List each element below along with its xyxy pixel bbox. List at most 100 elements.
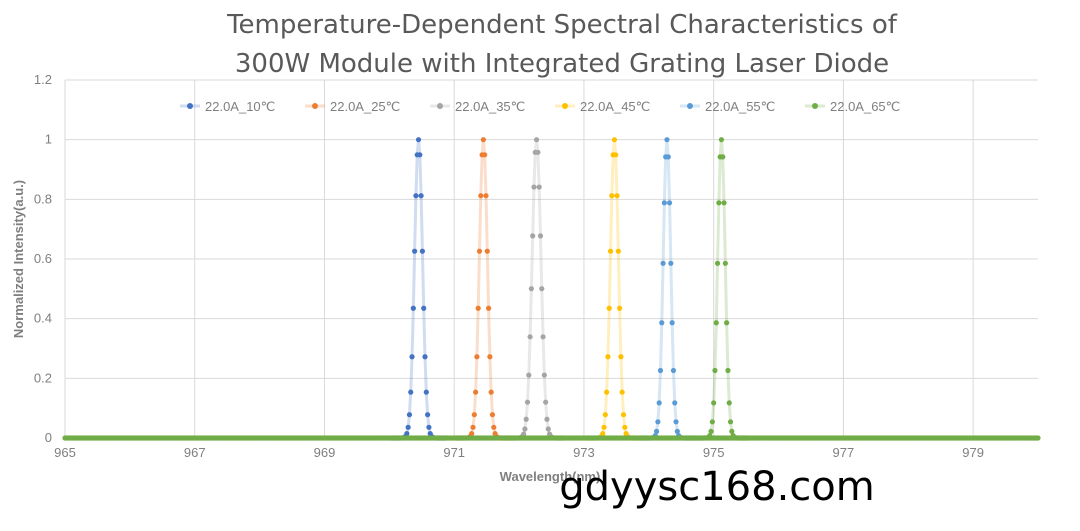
series-line <box>694 139 749 440</box>
data-point <box>614 193 620 199</box>
data-point <box>718 137 725 143</box>
data-point <box>418 193 424 199</box>
data-point <box>425 412 431 418</box>
x-tick-label: 979 <box>962 445 984 460</box>
data-point <box>530 233 536 239</box>
series-4 <box>584 137 645 441</box>
chart-title: Temperature-Dependent Spectral Character… <box>226 10 898 79</box>
series-line <box>587 139 642 440</box>
data-point <box>536 184 542 190</box>
y-tick-label: 1 <box>45 132 52 147</box>
data-point <box>617 305 623 311</box>
series-2 <box>453 137 514 441</box>
data-point <box>727 419 734 425</box>
data-point <box>722 260 728 266</box>
data-point <box>726 400 732 406</box>
legend-label: 22.0A_10℃ <box>205 99 275 114</box>
data-point <box>622 424 628 430</box>
data-point <box>475 305 481 311</box>
baseline-point <box>1035 435 1041 441</box>
legend-marker <box>562 103 568 109</box>
data-point <box>470 424 476 430</box>
data-point <box>673 419 679 425</box>
x-tick-label: 971 <box>443 445 465 460</box>
data-point <box>602 412 608 418</box>
data-point <box>725 367 731 374</box>
data-point <box>485 305 492 311</box>
data-point <box>601 424 607 430</box>
data-point <box>657 367 664 374</box>
data-point <box>604 389 610 395</box>
plot-series <box>62 137 1041 441</box>
data-point <box>605 354 611 360</box>
data-point <box>535 149 541 155</box>
data-point <box>422 354 428 360</box>
series-line <box>456 139 511 440</box>
data-point <box>521 431 527 437</box>
legend-label: 22.0A_35℃ <box>455 99 525 114</box>
data-point <box>491 424 497 430</box>
data-point <box>528 286 534 292</box>
series-line <box>639 139 695 440</box>
legend-marker <box>687 103 693 109</box>
data-point <box>488 389 494 395</box>
data-point <box>478 193 484 199</box>
data-point <box>480 137 486 143</box>
y-axis-title: Normalized Intensity(a.u.) <box>11 180 26 338</box>
data-point <box>405 424 411 430</box>
y-tick-label: 0.4 <box>34 311 52 326</box>
y-axis-ticks: 0 0.2 0.4 0.6 0.8 1 1.2 <box>34 72 52 445</box>
legend-item-4: 22.0A_45℃ <box>555 99 650 114</box>
data-point <box>417 152 423 158</box>
data-point <box>666 200 673 206</box>
data-point <box>544 416 550 422</box>
series-5 <box>637 137 697 441</box>
data-point <box>539 286 545 292</box>
data-point <box>527 334 533 340</box>
x-tick-label: 969 <box>314 445 336 460</box>
data-point <box>423 389 429 395</box>
data-point <box>716 200 722 206</box>
data-point <box>661 200 667 206</box>
data-point <box>526 372 532 378</box>
data-point <box>709 419 715 425</box>
data-point <box>611 137 618 143</box>
y-tick-label: 0 <box>45 430 52 445</box>
data-point <box>713 320 719 326</box>
data-point <box>620 412 627 418</box>
legend-item-1: 22.0A_10℃ <box>180 99 275 114</box>
data-point <box>409 354 415 360</box>
data-point <box>708 428 714 434</box>
data-point <box>412 248 418 254</box>
series-line <box>509 139 564 440</box>
legend-label: 22.0A_25℃ <box>330 99 400 114</box>
data-point <box>537 233 544 239</box>
y-tick-label: 0.6 <box>34 251 52 266</box>
data-point <box>484 248 490 254</box>
data-point <box>721 200 727 206</box>
legend-marker <box>812 103 818 109</box>
data-point <box>660 260 666 266</box>
data-point <box>426 424 432 430</box>
legend-item-5: 22.0A_55℃ <box>680 99 775 114</box>
data-point <box>656 400 662 406</box>
data-point <box>659 320 665 326</box>
data-point <box>541 372 547 378</box>
data-point <box>471 412 477 418</box>
data-point <box>655 419 661 425</box>
data-point <box>473 389 479 395</box>
y-tick-label: 1.2 <box>34 72 52 87</box>
legend-label: 22.0A_55℃ <box>705 99 775 114</box>
data-point <box>545 426 551 432</box>
data-point <box>711 400 717 406</box>
data-point <box>419 248 426 254</box>
data-point <box>670 367 677 374</box>
data-point <box>487 354 493 360</box>
data-point <box>404 430 410 437</box>
legend-marker <box>312 103 318 109</box>
series-6 <box>691 137 752 441</box>
data-point <box>615 248 621 254</box>
data-point <box>482 152 488 158</box>
legend-label: 22.0A_45℃ <box>580 99 650 114</box>
